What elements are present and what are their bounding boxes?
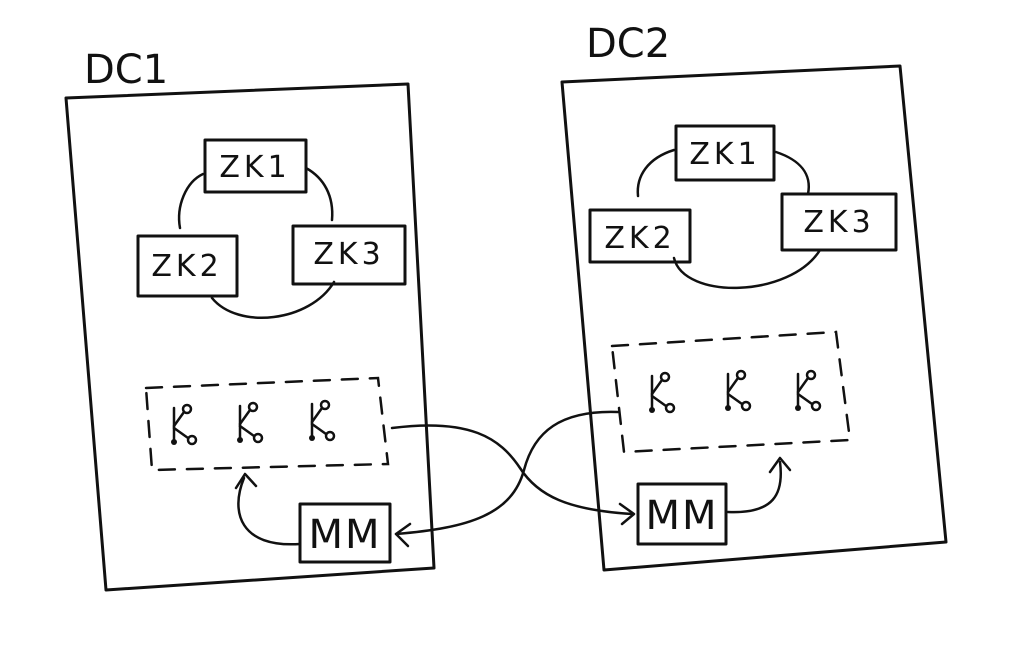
mirror-maker-label: MM: [308, 512, 381, 558]
zookeeper-ensemble-1: ZK1 ZK2 ZK3: [136, 138, 407, 319]
zookeeper-node: ZK1: [674, 124, 776, 182]
zookeeper-node-label: ZK3: [313, 237, 384, 272]
kafka-cluster-2: [610, 330, 852, 454]
kafka-broker-icon: [235, 401, 264, 445]
zk-ring-link: [672, 248, 822, 290]
arrow-head: [234, 472, 258, 490]
kafka-broker-icon: [723, 369, 752, 413]
zookeeper-node-label: ZK2: [151, 249, 222, 284]
zk-ring-link: [774, 150, 810, 196]
kafka-broker-icon: [793, 369, 822, 413]
zookeeper-node: ZK2: [588, 208, 692, 264]
zookeeper-node: ZK1: [203, 138, 308, 194]
zookeeper-node: ZK3: [780, 192, 898, 252]
zookeeper-node-label: ZK1: [689, 137, 760, 172]
datacenter-2-label: DC2: [586, 21, 670, 67]
zk-ring-link: [177, 172, 205, 230]
kafka-cluster-boundary: [610, 330, 852, 454]
arrow-head: [768, 456, 792, 474]
arrow-head: [394, 522, 412, 548]
cross-dc-replication: [390, 410, 636, 548]
zk-ring-link: [304, 166, 334, 222]
datacenter-1-label: DC1: [84, 47, 168, 93]
mirror-maker-2: MM: [636, 482, 728, 546]
zookeeper-node-label: ZK2: [604, 221, 675, 256]
zookeeper-node: ZK2: [136, 234, 239, 298]
kafka-cluster-boundary: [144, 376, 390, 472]
mirror-maker-1: MM: [298, 502, 392, 564]
kafka-broker-icon: [647, 371, 676, 415]
arrow-dc2-cluster-to-dc1-mm: [394, 410, 620, 536]
kafka-cluster-1: [144, 376, 390, 472]
kafka-broker-icon: [169, 403, 198, 447]
arrow-dc1-cluster-to-dc2-mm: [390, 424, 634, 516]
mirror-maker-label: MM: [645, 493, 718, 539]
kafka-broker-icon: [307, 399, 336, 443]
arrow-mm-to-cluster: [726, 460, 782, 514]
zk-ring-link: [636, 148, 676, 198]
zookeeper-ensemble-2: ZK1 ZK2 ZK3: [588, 124, 898, 290]
arrow-head: [618, 502, 636, 526]
zookeeper-node-label: ZK3: [803, 205, 874, 240]
arrow-mm-to-cluster: [237, 476, 302, 546]
zk-ring-link: [210, 280, 336, 319]
datacenter-2: DC2 ZK1 ZK2 ZK3: [560, 21, 948, 572]
datacenter-2-boundary: [560, 64, 948, 572]
zookeeper-node: ZK3: [291, 224, 407, 286]
datacenter-1: DC1 ZK1 ZK2 ZK3: [64, 47, 436, 592]
datacenter-1-boundary: [64, 82, 436, 592]
zookeeper-node-label: ZK1: [219, 150, 290, 185]
